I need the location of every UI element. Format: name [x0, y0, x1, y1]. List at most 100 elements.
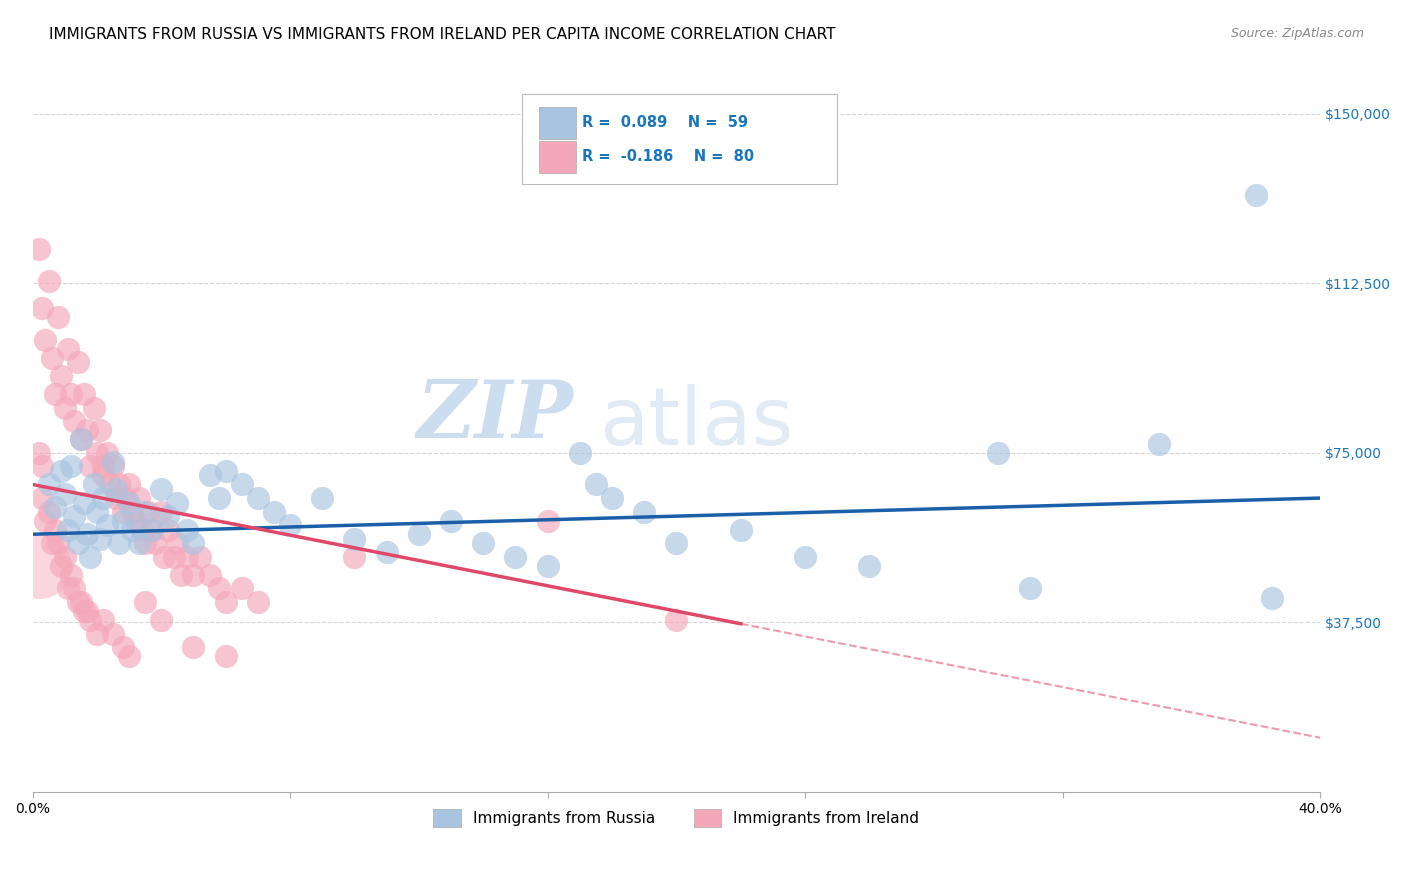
- Point: [128, 536, 150, 550]
- Point: [163, 549, 186, 564]
- Point: [118, 477, 141, 491]
- FancyBboxPatch shape: [538, 107, 576, 138]
- Point: [73, 495, 96, 509]
- Point: [108, 536, 131, 550]
- Point: [66, 355, 89, 369]
- Point: [536, 558, 558, 573]
- Point: [156, 509, 179, 524]
- Point: [91, 468, 114, 483]
- Point: [568, 446, 591, 460]
- Text: IMMIGRANTS FROM RUSSIA VS IMMIGRANTS FROM IRELAND PER CAPITA INCOME CORRELATION : IMMIGRANTS FROM RUSSIA VS IMMIGRANTS FRO…: [49, 27, 835, 42]
- Point: [1261, 591, 1284, 605]
- Point: [188, 549, 211, 564]
- Point: [208, 582, 231, 596]
- Point: [79, 549, 101, 564]
- Point: [176, 549, 198, 564]
- Point: [665, 536, 688, 550]
- Point: [138, 505, 160, 519]
- Point: [60, 568, 83, 582]
- Point: [66, 595, 89, 609]
- Point: [51, 464, 73, 478]
- Point: [1019, 582, 1042, 596]
- Point: [63, 414, 86, 428]
- Point: [121, 505, 143, 519]
- Point: [56, 523, 79, 537]
- Point: [118, 495, 141, 509]
- Point: [34, 333, 56, 347]
- Point: [198, 568, 221, 582]
- Point: [153, 549, 176, 564]
- Point: [86, 446, 108, 460]
- Point: [536, 514, 558, 528]
- Point: [208, 491, 231, 505]
- Point: [231, 477, 253, 491]
- Point: [156, 523, 179, 537]
- Point: [987, 446, 1010, 460]
- Point: [131, 523, 153, 537]
- Point: [246, 595, 269, 609]
- Point: [141, 523, 163, 537]
- Point: [134, 536, 156, 550]
- Point: [28, 558, 51, 573]
- Text: R =  0.089    N =  59: R = 0.089 N = 59: [582, 115, 748, 130]
- Point: [53, 549, 76, 564]
- Point: [51, 558, 73, 573]
- Point: [69, 432, 91, 446]
- Point: [118, 649, 141, 664]
- Point: [472, 536, 495, 550]
- Point: [183, 640, 205, 655]
- Point: [166, 536, 188, 550]
- Point: [730, 523, 752, 537]
- Point: [115, 491, 138, 505]
- Point: [134, 595, 156, 609]
- Point: [86, 505, 108, 519]
- Point: [263, 505, 285, 519]
- Text: atlas: atlas: [599, 384, 793, 462]
- Point: [46, 536, 69, 550]
- Point: [105, 482, 128, 496]
- Point: [63, 509, 86, 524]
- Point: [101, 459, 124, 474]
- Point: [91, 459, 114, 474]
- Point: [53, 486, 76, 500]
- Point: [105, 491, 128, 505]
- Point: [375, 545, 398, 559]
- Point: [633, 505, 655, 519]
- Point: [198, 468, 221, 483]
- Point: [60, 459, 83, 474]
- Point: [38, 477, 60, 491]
- Point: [76, 604, 98, 618]
- Point: [86, 626, 108, 640]
- Point: [440, 514, 463, 528]
- Point: [44, 523, 66, 537]
- Point: [166, 495, 188, 509]
- Point: [83, 401, 105, 415]
- Point: [63, 582, 86, 596]
- Point: [1147, 437, 1170, 451]
- Point: [89, 423, 111, 437]
- Point: [38, 505, 60, 519]
- Point: [44, 500, 66, 515]
- FancyBboxPatch shape: [522, 94, 838, 185]
- Point: [585, 477, 607, 491]
- Point: [214, 595, 236, 609]
- Point: [246, 491, 269, 505]
- Point: [665, 613, 688, 627]
- Point: [231, 582, 253, 596]
- Point: [69, 432, 91, 446]
- Point: [183, 536, 205, 550]
- FancyBboxPatch shape: [538, 141, 576, 173]
- Point: [28, 446, 51, 460]
- Point: [343, 549, 366, 564]
- Point: [69, 595, 91, 609]
- Point: [96, 446, 118, 460]
- Point: [44, 387, 66, 401]
- Point: [101, 626, 124, 640]
- Point: [28, 243, 51, 257]
- Point: [278, 518, 301, 533]
- Point: [83, 477, 105, 491]
- Text: R =  -0.186    N =  80: R = -0.186 N = 80: [582, 149, 755, 164]
- Point: [31, 459, 53, 474]
- Point: [101, 455, 124, 469]
- Point: [343, 532, 366, 546]
